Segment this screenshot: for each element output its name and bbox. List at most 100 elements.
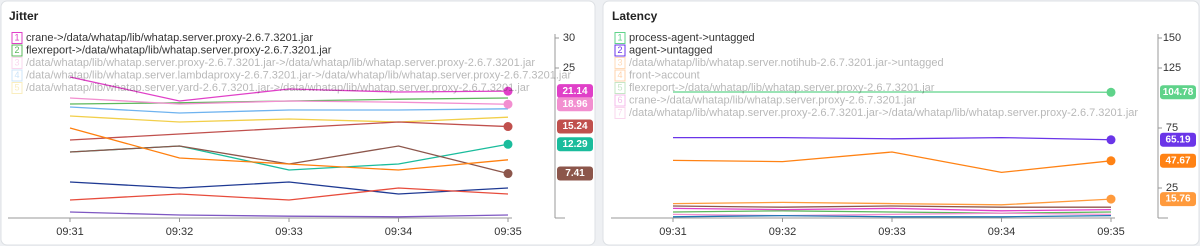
panel bbox=[0, 0, 596, 246]
value-label-bg bbox=[1160, 85, 1196, 100]
legend-label: /data/whatap/lib/whatap.server.yard-2.6.… bbox=[26, 82, 530, 94]
end-point bbox=[1106, 194, 1116, 204]
end-point bbox=[1106, 135, 1116, 145]
legend-key bbox=[614, 107, 626, 119]
value-label-bg bbox=[1160, 192, 1196, 207]
legend-label: crane->/data/whatap/lib/whatap.server.pr… bbox=[629, 94, 916, 106]
x-tick-label: 09:35 bbox=[1097, 226, 1125, 238]
end-point bbox=[1106, 156, 1116, 166]
value-label: 15.76 bbox=[1165, 194, 1190, 205]
legend-key bbox=[614, 32, 626, 44]
legend-key bbox=[11, 69, 23, 82]
legend-label: /data/whatap/lib/whatap.server.notihub-2… bbox=[629, 57, 944, 69]
end-point bbox=[1106, 87, 1116, 97]
value-label: 18.96 bbox=[562, 99, 587, 110]
end-point bbox=[503, 99, 513, 109]
legend-key-number: 1 bbox=[14, 32, 19, 42]
value-label: 12.29 bbox=[562, 139, 587, 150]
legend-key-number: 2 bbox=[617, 45, 622, 55]
series-line bbox=[69, 187, 509, 201]
x-tick-label: 09:32 bbox=[769, 226, 797, 238]
series-line bbox=[69, 127, 509, 171]
legend-key bbox=[11, 32, 23, 44]
series-line bbox=[672, 151, 1112, 174]
y-tick-label: 125 bbox=[1163, 62, 1181, 74]
x-tick-label: 09:34 bbox=[988, 226, 1016, 238]
legend-label: process-agent->untagged bbox=[629, 32, 755, 44]
value-label: 104.78 bbox=[1163, 87, 1194, 98]
series-line bbox=[672, 205, 1111, 208]
legend-label: flexreport->/data/whatap/lib/whatap.serv… bbox=[26, 44, 332, 56]
series-line bbox=[672, 212, 1112, 217]
legend-key bbox=[11, 44, 23, 57]
y-tick-label: 150 bbox=[1163, 32, 1181, 44]
y-tick-label: 30 bbox=[563, 32, 575, 44]
legend-label: agent->untagged bbox=[629, 44, 713, 56]
legend-item: 3/data/whatap/lib/whatap.server.proxy-2.… bbox=[11, 57, 535, 69]
x-tick-label: 09:32 bbox=[166, 226, 194, 238]
series-line bbox=[673, 136, 1112, 141]
series-line bbox=[69, 181, 509, 195]
x-tick-label: 09:31 bbox=[56, 226, 84, 238]
legend-key bbox=[614, 57, 626, 69]
legend-item: 5/data/whatap/lib/whatap.server.yard-2.6… bbox=[11, 82, 530, 94]
legend-item: 6 crane->/data/whatap/lib/whatap.server.p… bbox=[614, 94, 916, 107]
panel bbox=[602, 0, 1200, 246]
legend-key-number: 2 bbox=[14, 45, 19, 55]
series-line bbox=[69, 121, 509, 141]
legend-item: 7/data/whatap/lib/whatap.server.proxy-2.… bbox=[614, 107, 1138, 119]
legend-key-number: 5 bbox=[617, 82, 622, 92]
legend-key-number: 1 bbox=[617, 32, 622, 42]
legend-item: 4 front->account bbox=[614, 69, 700, 82]
legend-key-number: 4 bbox=[617, 70, 622, 80]
legend-item: 1 process-agent->untagged bbox=[614, 32, 755, 44]
y-tick-label: 25 bbox=[563, 62, 575, 74]
legend-item: 1 crane->/data/whatap/lib/whatap.server.p… bbox=[11, 32, 313, 44]
legend-key-number: 4 bbox=[14, 70, 19, 80]
x-tick-label: 09:34 bbox=[385, 226, 413, 238]
end-point bbox=[503, 139, 513, 149]
legend-item: 2 agent->untagged bbox=[614, 44, 713, 57]
x-tick-label: 09:31 bbox=[659, 226, 687, 238]
value-label: 21.14 bbox=[562, 86, 587, 97]
legend-key bbox=[614, 69, 626, 82]
legend-key bbox=[614, 94, 626, 107]
value-label-bg bbox=[557, 84, 593, 99]
y-tick-label: 75 bbox=[1166, 122, 1178, 134]
series-line bbox=[69, 211, 509, 218]
x-tick-label: 09:35 bbox=[494, 226, 522, 238]
legend-item: 5 flexreport->/data/whatap/lib/whatap.ser… bbox=[614, 82, 935, 94]
legend-key bbox=[11, 82, 23, 94]
series-line bbox=[672, 210, 1112, 214]
value-label: 65.19 bbox=[1165, 134, 1190, 145]
value-label-bg bbox=[557, 97, 593, 112]
value-label: 15.24 bbox=[562, 121, 587, 132]
end-point bbox=[503, 86, 513, 96]
series-line bbox=[672, 198, 1112, 206]
legend-item: 2 flexreport->/data/whatap/lib/whatap.ser… bbox=[11, 44, 332, 57]
series-line bbox=[69, 115, 509, 123]
legend-label: /data/whatap/lib/whatap.server.lambdapro… bbox=[26, 69, 571, 81]
legend-key-number: 6 bbox=[617, 95, 622, 105]
x-tick-label: 09:33 bbox=[275, 226, 303, 238]
legend-key-number: 3 bbox=[14, 57, 19, 67]
legend-item: 3/data/whatap/lib/whatap.server.notihub-… bbox=[614, 57, 944, 69]
legend-key bbox=[11, 57, 23, 69]
legend-label: flexreport->/data/whatap/lib/whatap.serv… bbox=[629, 82, 935, 94]
value-label: 47.67 bbox=[1165, 155, 1190, 166]
series-line bbox=[69, 76, 509, 102]
legend-key-number: 5 bbox=[14, 82, 19, 92]
legend-label: front->account bbox=[629, 69, 700, 81]
end-point bbox=[503, 122, 513, 132]
value-label-bg bbox=[1160, 153, 1196, 168]
value-label-bg bbox=[557, 119, 593, 134]
series-line bbox=[672, 214, 1112, 218]
value-label-bg bbox=[1160, 132, 1196, 147]
legend-key-number: 3 bbox=[617, 57, 622, 67]
panel-title: Jitter bbox=[9, 9, 39, 23]
legend-item: 4/data/whatap/lib/whatap.server.lambdapr… bbox=[11, 69, 571, 82]
legend-key bbox=[614, 44, 626, 57]
x-tick-label: 09:33 bbox=[878, 226, 906, 238]
legend-label: /data/whatap/lib/whatap.server.proxy-2.6… bbox=[629, 107, 1138, 119]
